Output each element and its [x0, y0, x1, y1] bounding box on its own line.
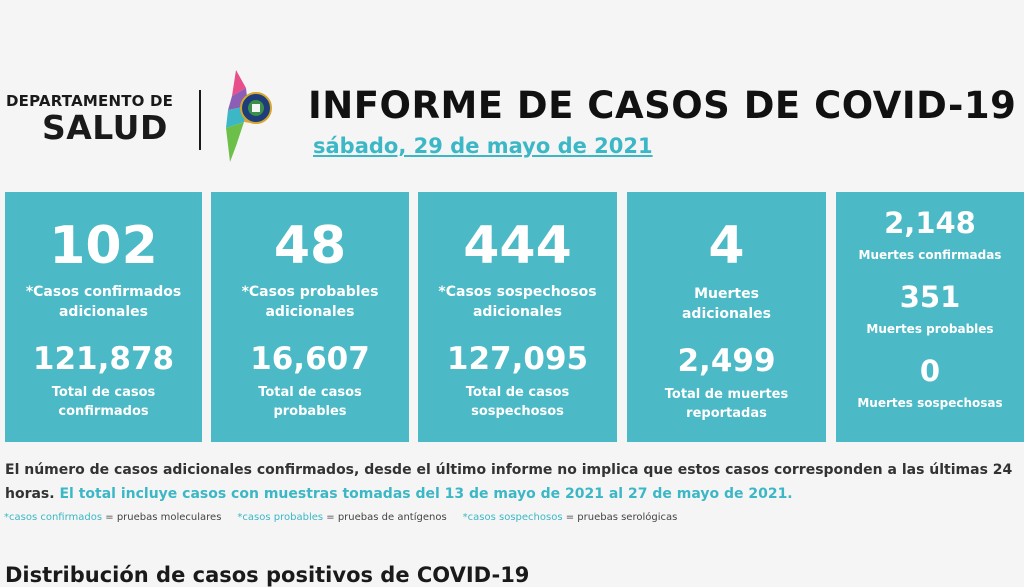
department-name-top: DEPARTAMENTO DE — [6, 92, 174, 110]
deaths-probable-label: Muertes probables — [866, 322, 994, 336]
stat-card-suspected: 444 *Casos sospechosos adicionales 127,09… — [418, 192, 617, 442]
stat-card-confirmed: 102 *Casos confirmados adicionales 121,87… — [5, 192, 202, 442]
suspected-total-label: Total de casos sospechosos — [465, 385, 570, 419]
department-name-bottom: SALUD — [42, 108, 168, 147]
deaths-suspected-label: Muertes sospechosas — [857, 396, 1003, 410]
deaths-confirmed-value: 2,148 — [884, 206, 976, 240]
stat-card-deaths: 4 Muertes adicionales 2,499 Total de muer… — [627, 192, 826, 442]
confirmed-additional-value: 102 — [49, 216, 158, 276]
confirmed-total-label: Total de casos confirmados — [51, 385, 156, 419]
legend-confirmed-value: = pruebas moleculares — [102, 512, 222, 523]
distribution-section-heading: Distribución de casos positivos de COVID… — [5, 563, 530, 587]
deaths-additional-value: 4 — [708, 216, 745, 276]
test-type-legend: *casos confirmados = pruebas moleculares… — [4, 512, 677, 523]
report-title: INFORME DE CASOS DE COVID-19 — [308, 84, 1017, 127]
legend-probable-value: = pruebas de antígenos — [323, 512, 447, 523]
deaths-probable-value: 351 — [899, 280, 961, 314]
disclaimer-note: El número de casos adicionales confirmad… — [5, 458, 1020, 506]
probable-additional-label: *Casos probables adicionales — [241, 284, 379, 320]
confirmed-additional-label: *Casos confirmados adicionales — [25, 284, 182, 320]
report-date: sábado, 29 de mayo de 2021 — [313, 134, 653, 158]
legend-confirmed-key: *casos confirmados — [4, 512, 103, 523]
probable-additional-value: 48 — [273, 216, 347, 276]
deaths-suspected-value: 0 — [919, 354, 941, 388]
suspected-total-value: 127,095 — [446, 341, 589, 377]
legend-suspected-key: *casos sospechosos — [462, 512, 563, 523]
deaths-confirmed-label: Muertes confirmadas — [858, 248, 1002, 262]
legend-suspected-value: = pruebas serológicas — [562, 512, 678, 523]
confirmed-total-value: 121,878 — [32, 341, 175, 377]
legend-probable-key: *casos probables — [237, 512, 324, 523]
probable-total-label: Total de casos probables — [258, 385, 362, 419]
deaths-total-label: Total de muertes reportadas — [664, 387, 789, 421]
department-logo: DEPARTAMENTO DE SALUD — [6, 92, 186, 147]
disclaimer-text: El número de casos adicionales confirmad… — [5, 462, 1013, 502]
deaths-total-value: 2,499 — [677, 343, 776, 379]
suspected-additional-value: 444 — [463, 216, 572, 276]
deaths-additional-label: Muertes adicionales — [681, 286, 772, 322]
probable-total-value: 16,607 — [250, 341, 370, 377]
puerto-rico-seal-emblem-icon — [226, 70, 272, 162]
disclaimer-date-range: El total incluye casos con muestras toma… — [59, 486, 793, 502]
stat-card-probable: 48 *Casos probables adicionales 16,607 To… — [211, 192, 409, 442]
stat-card-deaths-breakdown: 2,148 Muertes confirmadas 351 Muertes pr… — [836, 192, 1024, 442]
suspected-additional-label: *Casos sospechosos adicionales — [438, 284, 597, 320]
logo-divider — [199, 90, 201, 150]
